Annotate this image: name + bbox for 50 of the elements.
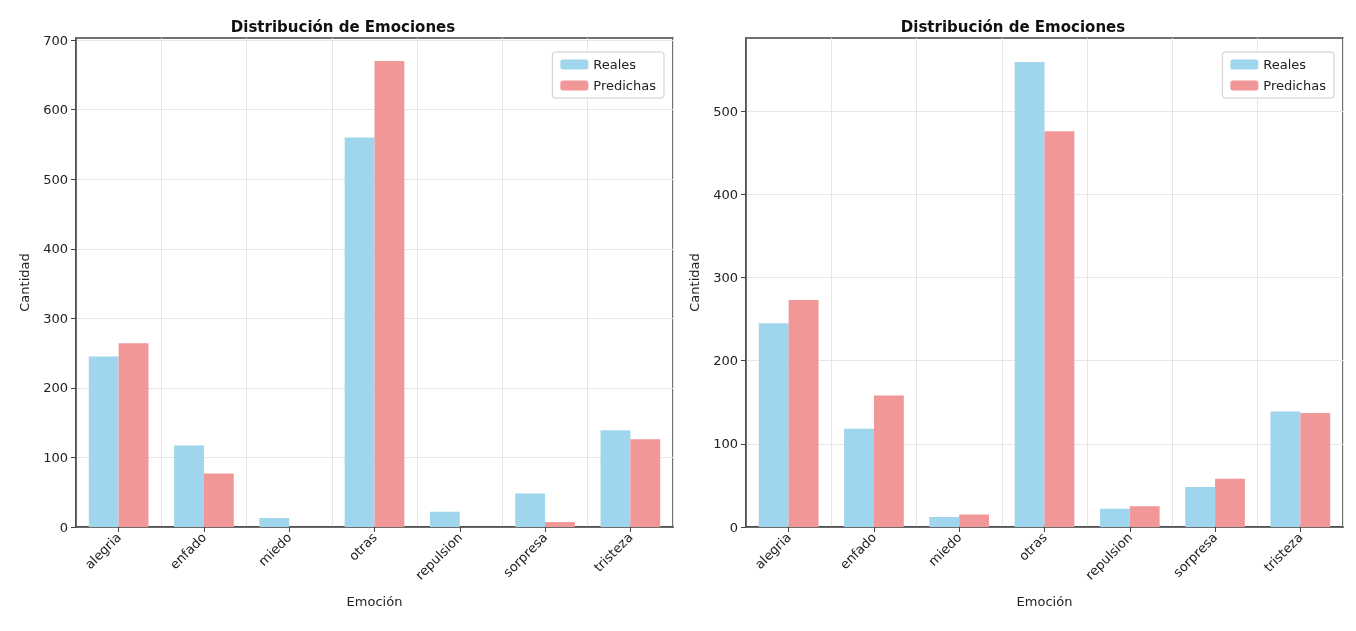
bar (1044, 131, 1075, 527)
y-tick-label: 100 (713, 436, 738, 452)
bar (374, 60, 405, 527)
x-axis-title: Emoción (346, 594, 403, 609)
bar (344, 137, 375, 527)
bar (959, 514, 990, 527)
bar (1014, 62, 1045, 527)
chart-title: Distribución de Emociones (230, 17, 456, 36)
bar (929, 517, 960, 527)
y-tick-label: 600 (43, 102, 68, 118)
y-tick-label: 0 (59, 519, 68, 535)
bar (600, 430, 631, 527)
bar (174, 445, 204, 527)
bar (545, 522, 575, 527)
bar (1300, 413, 1331, 527)
y-tick-label: 200 (713, 353, 738, 369)
legend-label: Predichas (1263, 78, 1327, 93)
y-tick-label: 300 (43, 310, 68, 326)
legend-label: Reales (1263, 57, 1307, 72)
bar (630, 439, 661, 527)
bar (788, 299, 819, 527)
bar (118, 343, 149, 527)
x-axis-title: Emoción (1016, 594, 1073, 609)
bar (88, 356, 119, 527)
legend-label: Reales (593, 57, 637, 72)
y-tick-label: 200 (43, 380, 68, 396)
y-tick-label: 500 (43, 171, 68, 187)
y-tick-label: 0 (729, 519, 738, 535)
y-tick-label: 400 (43, 241, 68, 257)
y-tick-label: 400 (713, 186, 738, 202)
legend-label: Predichas (593, 78, 657, 93)
bar (1129, 506, 1160, 527)
bar (1185, 487, 1216, 527)
bar (203, 473, 234, 527)
y-tick-label: 500 (713, 103, 738, 119)
y-tick-label: 100 (43, 449, 68, 465)
y-axis-title: Cantidad (17, 253, 32, 312)
bar (429, 511, 460, 527)
y-tick-label: 300 (713, 270, 738, 286)
bar (515, 493, 546, 527)
bar (259, 517, 290, 527)
y-tick-label: 700 (43, 32, 68, 48)
bar (1099, 508, 1130, 527)
bar (1215, 478, 1245, 527)
bar (758, 323, 789, 527)
bar (873, 395, 904, 527)
bar (844, 428, 874, 527)
bar (1270, 411, 1301, 527)
chart-title: Distribución de Emociones (900, 17, 1126, 36)
y-axis-title: Cantidad (687, 253, 702, 312)
